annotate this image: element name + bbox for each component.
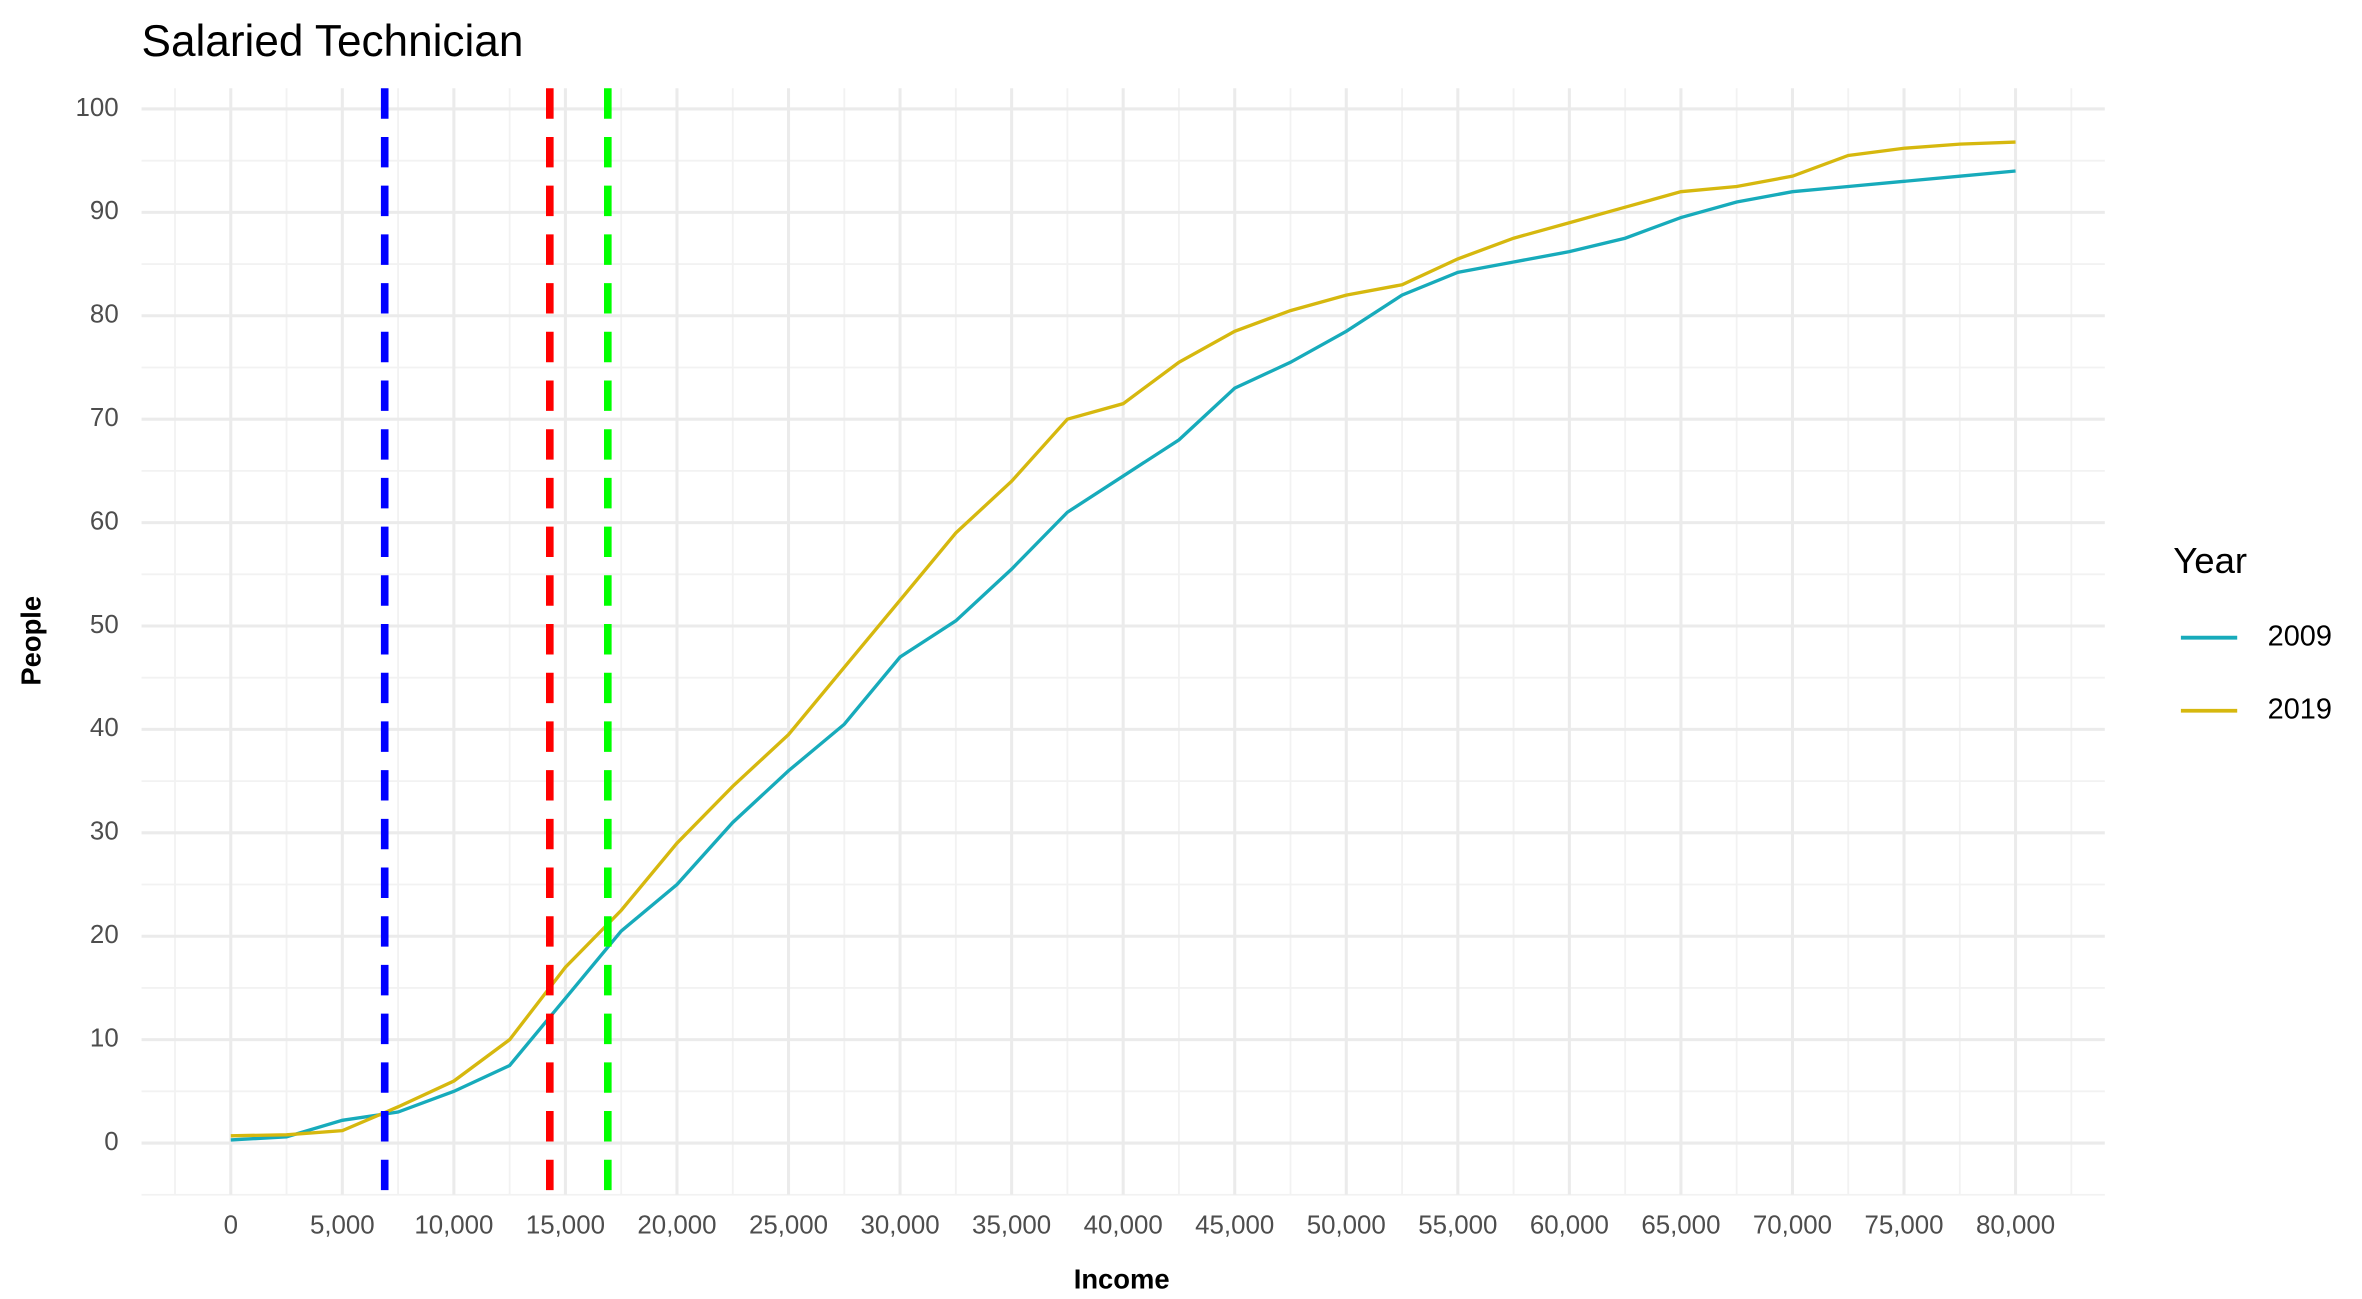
x-axis-label: Income: [1074, 1264, 1170, 1295]
y-tick-label: 10: [90, 1024, 119, 1052]
y-tick-label: 50: [90, 611, 119, 639]
legend-label: 2009: [2268, 620, 2332, 652]
y-tick-label: 90: [90, 197, 119, 225]
x-tick-label: 30,000: [861, 1212, 940, 1240]
x-tick-label: 80,000: [1976, 1212, 2055, 1240]
x-tick-label: 60,000: [1530, 1212, 1609, 1240]
y-tick-label: 70: [90, 404, 119, 432]
x-tick-label: 75,000: [1864, 1212, 1943, 1240]
y-tick-label: 20: [90, 921, 119, 949]
y-tick-label: 40: [90, 714, 119, 742]
x-tick-label: 5,000: [310, 1212, 375, 1240]
y-tick-label: 60: [90, 507, 119, 535]
y-tick-label: 100: [76, 94, 119, 122]
y-tick-label: 80: [90, 301, 119, 329]
x-tick-label: 55,000: [1418, 1212, 1497, 1240]
x-tick-label: 25,000: [749, 1212, 828, 1240]
x-tick-label: 15,000: [526, 1212, 605, 1240]
y-axis-label: People: [16, 596, 47, 686]
x-tick-label: 20,000: [637, 1212, 716, 1240]
chart-title: Salaried Technician: [142, 17, 524, 66]
x-tick-label: 65,000: [1641, 1212, 1720, 1240]
x-tick-label: 40,000: [1084, 1212, 1163, 1240]
series-line: [230, 169, 2016, 1142]
x-tick-label: 10,000: [414, 1212, 493, 1240]
y-tick-label: 0: [104, 1128, 118, 1156]
x-tick-label: 50,000: [1307, 1212, 1386, 1240]
series-line: [230, 140, 2016, 1138]
legend-label: 2019: [2268, 693, 2332, 725]
y-tick-label: 30: [90, 818, 119, 846]
x-tick-label: 70,000: [1753, 1212, 1832, 1240]
x-tick-label: 35,000: [972, 1212, 1051, 1240]
x-tick-label: 0: [224, 1212, 238, 1240]
x-tick-label: 45,000: [1195, 1212, 1274, 1240]
legend-title: Year: [2173, 540, 2247, 581]
